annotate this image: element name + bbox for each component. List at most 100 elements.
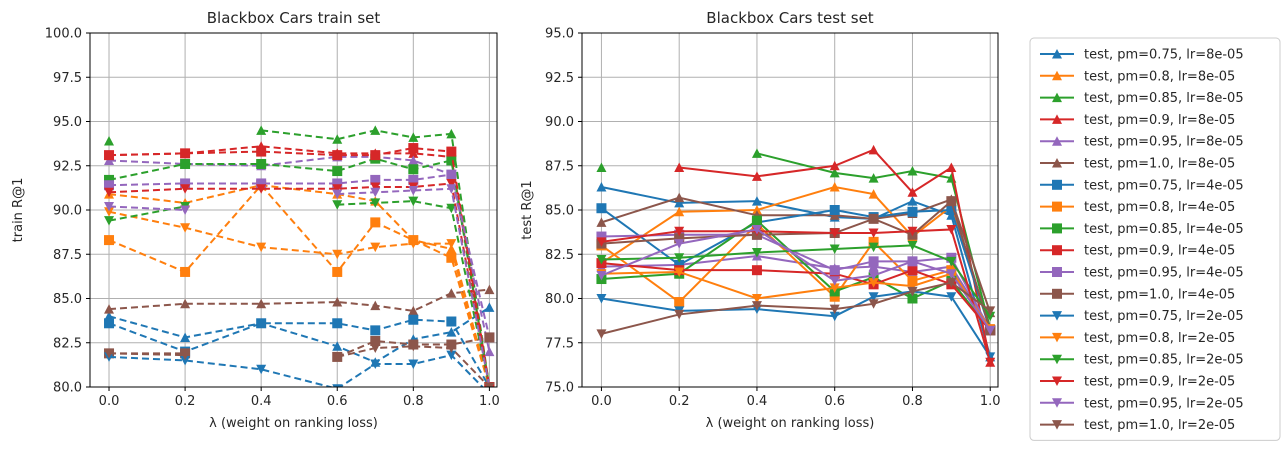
- data-point: [985, 357, 996, 368]
- series-line: [108, 145, 491, 387]
- y-tick-label: 100.0: [45, 27, 82, 42]
- data-point: [332, 184, 343, 194]
- data-point: [907, 275, 918, 286]
- series-17: [104, 341, 495, 387]
- data-point: [868, 173, 879, 183]
- data-point: [180, 350, 191, 361]
- y-tick-label: 77.5: [545, 336, 574, 351]
- data-point: [370, 187, 381, 198]
- x-tick-label: 0.6: [824, 394, 845, 409]
- data-point: [256, 242, 267, 253]
- data-point: [596, 329, 607, 339]
- data-point: [829, 181, 840, 192]
- legend-marker: [1052, 311, 1062, 321]
- data-point: [868, 299, 879, 309]
- data-point: [408, 196, 419, 207]
- y-tick-label: 80.0: [53, 381, 82, 396]
- data-point: [256, 318, 267, 329]
- legend-item: test, pm=0.95, lr=8e-05: [1040, 135, 1244, 150]
- data-point: [370, 174, 381, 185]
- series-13: [104, 207, 495, 387]
- series-line: [108, 210, 491, 387]
- series-0: [104, 302, 495, 367]
- series-line: [601, 270, 992, 330]
- legend-label: test, pm=0.95, lr=4e-05: [1084, 266, 1244, 281]
- test-set-plot: 0.0 0.2 0.4 0.6 0.8 1.0 75.0 77.5 80.0 82.5 85.0 87…: [520, 9, 1001, 431]
- data-point: [332, 166, 343, 177]
- series-line: [601, 199, 992, 331]
- data-point: [256, 125, 267, 135]
- series-15: [596, 224, 996, 368]
- data-point: [829, 291, 840, 302]
- data-point: [180, 298, 191, 309]
- y-axis-label: train R@1: [11, 178, 26, 243]
- data-point: [332, 266, 343, 277]
- legend-marker: [1052, 49, 1062, 59]
- legend-label: test, pm=0.8, lr=4e-05: [1084, 200, 1235, 215]
- data-point: [408, 314, 419, 325]
- series-3: [104, 141, 493, 387]
- data-point: [408, 164, 419, 175]
- data-point: [868, 236, 879, 247]
- data-point: [596, 181, 607, 192]
- data-point: [674, 206, 685, 217]
- data-point: [907, 286, 918, 297]
- series-1: [104, 180, 493, 387]
- x-tick-label: 0.0: [99, 394, 120, 409]
- data-point: [751, 301, 762, 311]
- series-line: [108, 205, 186, 211]
- x-tick-label: 1.0: [479, 394, 500, 409]
- y-tick-label: 82.5: [53, 336, 82, 351]
- x-tick-label: 0.4: [251, 394, 272, 409]
- data-point: [946, 162, 957, 173]
- data-point: [370, 125, 381, 135]
- data-point: [985, 325, 996, 336]
- data-point: [868, 144, 879, 155]
- series-group: [596, 144, 996, 368]
- series-7: [596, 219, 996, 336]
- data-point: [256, 146, 267, 157]
- data-point: [408, 305, 419, 316]
- data-point: [104, 150, 115, 161]
- legend-marker: [1052, 420, 1062, 430]
- data-point: [674, 197, 685, 208]
- x-tick-label: 0.2: [175, 394, 196, 409]
- data-point: [829, 160, 840, 171]
- data-point: [829, 283, 840, 293]
- y-tick-label: 85.0: [53, 292, 82, 307]
- data-point: [751, 215, 762, 226]
- data-point: [256, 184, 267, 194]
- legend-item: test, pm=0.85, lr=4e-05: [1040, 222, 1244, 237]
- series-line: [108, 205, 186, 222]
- series-13: [596, 267, 996, 334]
- data-point: [907, 256, 918, 267]
- data-point: [104, 201, 115, 212]
- data-point: [868, 189, 879, 199]
- legend-item: test, pm=1.0, lr=4e-05: [1040, 287, 1235, 302]
- series-line: [600, 185, 992, 329]
- x-tick-label: 1.0: [980, 394, 1001, 409]
- series-line: [108, 288, 490, 312]
- data-point: [985, 311, 996, 322]
- data-point: [446, 239, 457, 249]
- legend-item: test, pm=0.95, lr=2e-05: [1040, 396, 1244, 411]
- y-tick-label: 87.5: [545, 159, 574, 174]
- series-5: [104, 284, 495, 316]
- data-point: [751, 294, 762, 304]
- series-line: [108, 173, 491, 338]
- series-line: [601, 228, 992, 363]
- legend-label: test, pm=0.8, lr=8e-05: [1084, 69, 1235, 84]
- data-point: [907, 226, 918, 237]
- legend-label: test, pm=0.75, lr=4e-05: [1084, 178, 1244, 193]
- legend-item: test, pm=0.75, lr=4e-05: [1040, 178, 1244, 193]
- data-point: [370, 335, 381, 346]
- data-point: [674, 233, 685, 244]
- data-point: [907, 166, 918, 176]
- data-point: [946, 292, 957, 302]
- data-point: [332, 249, 343, 260]
- data-point: [484, 284, 495, 295]
- data-point: [256, 158, 267, 169]
- data-point: [484, 382, 495, 387]
- series-line: [337, 187, 491, 387]
- legend-label: test, pm=0.9, lr=8e-05: [1084, 113, 1235, 128]
